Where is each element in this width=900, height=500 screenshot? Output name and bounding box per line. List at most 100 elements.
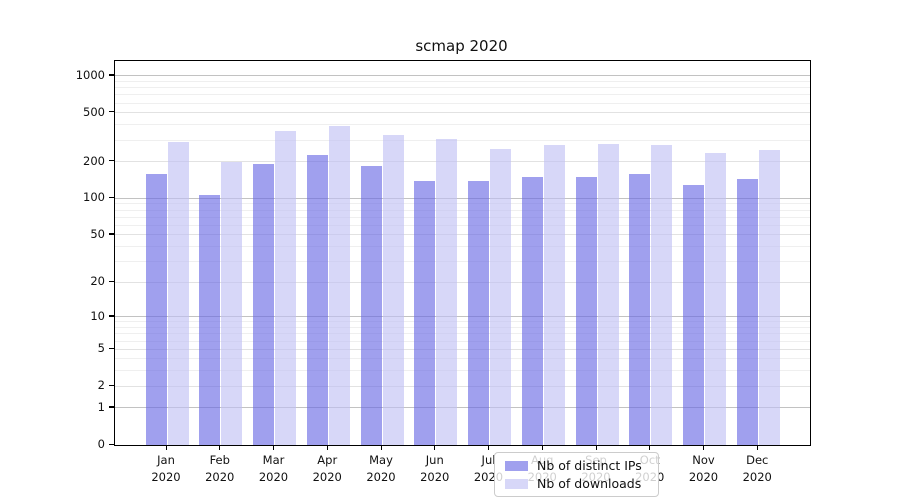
- x-tick-jun: [434, 445, 436, 450]
- y-tick-label-5: 5: [97, 341, 105, 356]
- y-tick-label-500: 500: [83, 104, 105, 119]
- x-tick-label-jun: Jun 2020: [420, 453, 450, 484]
- bar-downloads-jan: [167, 141, 189, 445]
- bar-distinct-ips-jun: [414, 181, 436, 445]
- y-tick-label-0: 0: [97, 437, 105, 451]
- gridline-8: [115, 327, 810, 329]
- y-tick-10: [109, 315, 114, 317]
- gridline-90: [115, 203, 810, 205]
- y-tick-label-1: 1: [97, 399, 105, 414]
- gridline-1000: [115, 75, 810, 77]
- plot-area: Nb of distinct IPs Nb of downloads: [114, 60, 811, 497]
- y-tick-0: [109, 443, 114, 445]
- gridline-60: [115, 224, 810, 226]
- y-tick-label-1000: 1000: [75, 67, 105, 82]
- bar-distinct-ips-nov: [683, 185, 704, 445]
- y-tick-2: [109, 384, 114, 386]
- gridline-300: [115, 139, 810, 141]
- x-tick-label-jan: Jan 2020: [151, 453, 181, 484]
- y-tick-label-2: 2: [97, 378, 105, 393]
- bar-distinct-ips-aug: [521, 176, 543, 445]
- y-tick-500: [109, 111, 114, 113]
- gridline-600: [115, 102, 810, 104]
- gridline-4: [115, 358, 810, 360]
- x-tick-dec: [756, 445, 758, 450]
- gridline-6: [115, 340, 810, 342]
- bar-distinct-ips-feb: [199, 195, 221, 445]
- gridline-70: [115, 216, 810, 218]
- legend-label-downloads: Nb of downloads: [537, 476, 642, 491]
- bar-downloads-jul: [490, 148, 511, 445]
- gridline-20: [115, 281, 810, 283]
- bar-downloads-jun: [436, 138, 458, 445]
- y-tick-label-50: 50: [90, 226, 105, 241]
- y-tick-1000: [109, 74, 114, 76]
- y-tick-50: [109, 233, 114, 235]
- x-tick-label-dec: Dec 2020: [742, 453, 772, 484]
- bar-distinct-ips-jan: [145, 174, 167, 445]
- legend-item-downloads: Nb of downloads: [505, 476, 650, 491]
- gridline-3: [115, 370, 810, 372]
- gridline-400: [115, 124, 810, 126]
- chart-title: scmap 2020: [415, 37, 508, 55]
- y-tick-20: [109, 280, 114, 282]
- x-tick-feb: [219, 445, 221, 450]
- legend-item-distinct-ips: Nb of distinct IPs: [505, 458, 650, 473]
- bar-distinct-ips-jul: [468, 180, 489, 445]
- gridline-100: [115, 197, 810, 199]
- bar-downloads-mar: [275, 130, 296, 445]
- gridline-80: [115, 209, 810, 211]
- y-tick-label-200: 200: [83, 153, 105, 168]
- x-tick-jul: [488, 445, 490, 450]
- gridline-30: [115, 261, 810, 262]
- bar-downloads-aug: [543, 144, 565, 445]
- x-tick-jan: [165, 445, 167, 450]
- legend: Nb of distinct IPs Nb of downloads: [494, 452, 659, 497]
- gridline-10: [115, 316, 810, 318]
- x-tick-label-nov: Nov 2020: [688, 453, 719, 484]
- bar-distinct-ips-may: [360, 165, 382, 445]
- gridline-800: [115, 87, 810, 89]
- bar-distinct-ips-dec: [736, 178, 758, 445]
- gridline-50: [115, 234, 810, 236]
- gridline-7: [115, 333, 810, 335]
- legend-swatch-distinct-ips: [505, 460, 528, 471]
- gridline-40: [115, 246, 810, 248]
- x-tick-apr: [326, 445, 328, 450]
- y-tick-1: [109, 406, 114, 408]
- y-tick-5: [109, 347, 114, 349]
- y-tick-label-100: 100: [83, 190, 105, 205]
- bar-downloads-apr: [328, 125, 350, 445]
- legend-swatch-downloads: [505, 478, 528, 489]
- y-tick-100: [109, 196, 114, 199]
- bar-downloads-may: [382, 134, 404, 445]
- bar-downloads-sep: [597, 143, 619, 445]
- x-tick-label-mar: Mar 2020: [258, 453, 289, 484]
- bar-distinct-ips-oct: [629, 174, 651, 445]
- gridline-2: [115, 385, 810, 387]
- x-tick-mar: [273, 445, 275, 450]
- legend-label-distinct-ips: Nb of distinct IPs: [537, 458, 642, 473]
- x-tick-label-apr: Apr 2020: [312, 453, 342, 484]
- x-tick-may: [380, 445, 382, 450]
- bar-downloads-dec: [758, 149, 780, 445]
- bar-downloads-oct: [651, 145, 673, 445]
- y-tick-label-20: 20: [90, 274, 105, 289]
- bar-distinct-ips-mar: [253, 164, 274, 445]
- gridline-700: [115, 94, 810, 96]
- x-tick-oct: [649, 445, 651, 450]
- gridline-5: [115, 348, 810, 350]
- x-tick-nov: [703, 445, 705, 450]
- gridline-900: [115, 80, 810, 82]
- x-tick-label-feb: Feb 2020: [205, 453, 235, 484]
- gridline-1: [115, 407, 810, 409]
- gridline-9: [115, 321, 810, 323]
- bar-distinct-ips-sep: [575, 176, 597, 445]
- y-tick-200: [109, 160, 114, 162]
- x-tick-label-may: May 2020: [366, 453, 396, 484]
- y-tick-label-10: 10: [90, 308, 105, 323]
- bar-downloads-nov: [705, 153, 726, 445]
- x-tick-aug: [541, 445, 543, 450]
- bar-distinct-ips-apr: [306, 154, 328, 445]
